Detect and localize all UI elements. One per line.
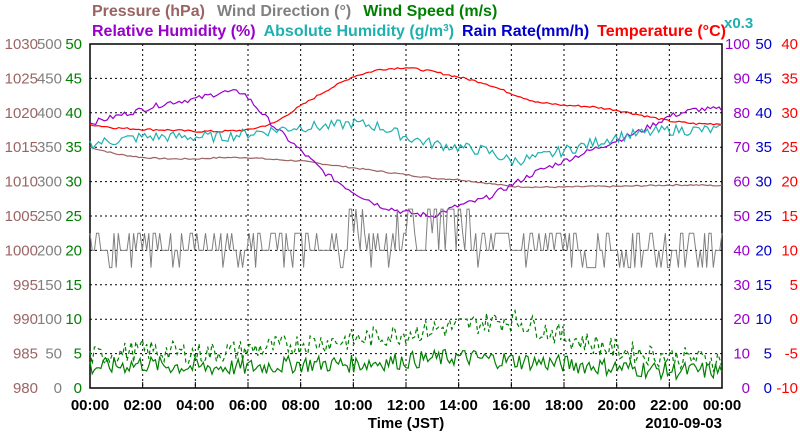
legend-entry-0: Pressure (hPa) (92, 3, 205, 20)
x-tick-label-4: 08:00 (281, 397, 319, 414)
y-tick-wind_speed-4: 20 (65, 242, 82, 259)
y-tick-pressure-3: 995 (13, 277, 38, 294)
series-absolute_humidity (89, 117, 723, 167)
x-tick-label-10: 20:00 (597, 397, 635, 414)
y-tick-humidity-0: 0 (742, 380, 750, 397)
y-tick-rain_rate-10: 50 (755, 36, 772, 53)
y-tick-wind_direction-1: 50 (45, 346, 62, 363)
y-tick-wind_direction-9: 450 (37, 70, 62, 87)
y-tick-temperature-8: 30 (781, 105, 798, 122)
series-relative_humidity (89, 88, 723, 219)
y-tick-wind_direction-8: 400 (37, 105, 62, 122)
y-tick-pressure-7: 1015 (5, 139, 38, 156)
legend-entry-r2-3: Temperature (°C) (597, 23, 726, 40)
y-tick-pressure-6: 1010 (5, 174, 38, 191)
y-tick-rain_rate-2: 10 (755, 311, 772, 328)
y-tick-wind_speed-10: 50 (65, 36, 82, 53)
y-tick-pressure-8: 1020 (5, 105, 38, 122)
x-tick-label-11: 22:00 (650, 397, 688, 414)
y-tick-pressure-0: 980 (13, 380, 38, 397)
x-tick-label-2: 04:00 (176, 397, 214, 414)
x-tick-label-1: 02:00 (123, 397, 161, 414)
y-tick-wind_direction-0: 0 (54, 380, 62, 397)
y-tick-pressure-2: 990 (13, 311, 38, 328)
y-tick-pressure-4: 1000 (5, 242, 38, 259)
y-tick-temperature-2: 0 (790, 311, 798, 328)
y-tick-rain_rate-5: 25 (755, 208, 772, 225)
y-tick-wind_speed-1: 5 (74, 346, 82, 363)
y-tick-temperature-6: 20 (781, 174, 798, 191)
y-tick-wind_speed-2: 10 (65, 311, 82, 328)
x-tick-label-12: 00:00 (703, 397, 741, 414)
y-tick-humidity-7: 70 (733, 139, 750, 156)
y-tick-pressure-1: 985 (13, 346, 38, 363)
y-tick-humidity-9: 90 (733, 70, 750, 87)
legend-entry-r2-1: Absolute Humidity (g/m3) (264, 23, 454, 41)
legend-entry-r2-2: Rain Rate(mm/h) (462, 23, 589, 40)
y-tick-rain_rate-8: 40 (755, 105, 772, 122)
y-tick-wind_speed-6: 30 (65, 174, 82, 191)
y-tick-wind_direction-2: 100 (37, 311, 62, 328)
y-tick-pressure-9: 1025 (5, 70, 38, 87)
y-tick-humidity-6: 60 (733, 174, 750, 191)
x-tick-label-8: 16:00 (492, 397, 530, 414)
y-tick-temperature-4: 10 (781, 242, 798, 259)
y-tick-pressure-5: 1005 (5, 208, 38, 225)
series-wind_gust (89, 308, 723, 373)
x-tick-label-9: 18:00 (545, 397, 583, 414)
series-wind_speed (89, 348, 723, 382)
y-tick-humidity-2: 20 (733, 311, 750, 328)
y-tick-humidity-4: 40 (733, 242, 750, 259)
y-tick-temperature-9: 35 (781, 70, 798, 87)
y-tick-rain_rate-6: 30 (755, 174, 772, 191)
date-label: 2010-09-03 (645, 415, 722, 432)
y-tick-humidity-1: 10 (733, 346, 750, 363)
y-tick-temperature-10: 40 (781, 36, 798, 53)
y-tick-humidity-8: 80 (733, 105, 750, 122)
y-tick-wind_speed-9: 45 (65, 70, 82, 87)
legend-entry-1: Wind Direction (°) (217, 3, 351, 20)
y-tick-temperature-5: 15 (781, 208, 798, 225)
y-tick-rain_rate-3: 15 (755, 277, 772, 294)
y-tick-rain_rate-4: 20 (755, 242, 772, 259)
y-tick-wind_speed-8: 40 (65, 105, 82, 122)
y-tick-temperature-1: -5 (785, 346, 798, 363)
y-tick-wind_direction-4: 200 (37, 242, 62, 259)
x-tick-label-3: 06:00 (229, 397, 267, 414)
scale-note: x0.3 (724, 15, 753, 32)
y-tick-wind_direction-7: 350 (37, 139, 62, 156)
y-tick-temperature-3: 5 (790, 277, 798, 294)
y-tick-wind_speed-7: 35 (65, 139, 82, 156)
series-wind_direction (89, 208, 723, 269)
y-tick-pressure-10: 1030 (5, 36, 38, 53)
legend-entry-r2-0: Relative Humidity (%) (92, 23, 256, 40)
x-tick-label-5: 10:00 (334, 397, 372, 414)
y-tick-wind_direction-6: 300 (37, 174, 62, 191)
y-tick-temperature-0: -10 (776, 380, 798, 397)
y-tick-humidity-5: 50 (733, 208, 750, 225)
x-tick-label-0: 00:00 (71, 397, 109, 414)
y-tick-wind_speed-3: 15 (65, 277, 82, 294)
y-tick-wind_speed-0: 0 (74, 380, 82, 397)
y-tick-wind_direction-5: 250 (37, 208, 62, 225)
legend-entry-2: Wind Speed (m/s) (363, 3, 497, 20)
x-tick-label-7: 14:00 (439, 397, 477, 414)
y-tick-rain_rate-7: 35 (755, 139, 772, 156)
y-tick-humidity-10: 100 (725, 36, 750, 53)
y-tick-rain_rate-9: 45 (755, 70, 772, 87)
series-temperature (89, 67, 723, 133)
y-tick-wind_speed-5: 25 (65, 208, 82, 225)
series-pressure (89, 146, 723, 189)
x-axis-label: Time (JST) (368, 415, 444, 432)
y-tick-rain_rate-1: 5 (764, 346, 772, 363)
y-tick-wind_direction-3: 150 (37, 277, 62, 294)
x-tick-label-6: 12:00 (387, 397, 425, 414)
y-tick-wind_direction-10: 500 (37, 36, 62, 53)
y-tick-rain_rate-0: 0 (764, 380, 772, 397)
y-tick-humidity-3: 30 (733, 277, 750, 294)
y-tick-temperature-7: 25 (781, 139, 798, 156)
